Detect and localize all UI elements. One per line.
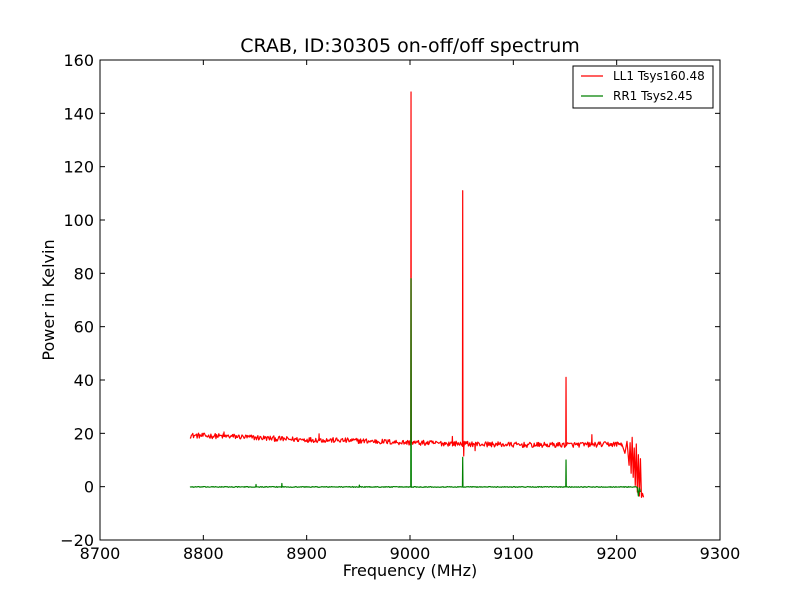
x-tick-label: 9300 [700,544,741,563]
series-layer [189,91,645,498]
ticks-layer: 8700 8800 8900 9000 9100 9200 9300 −20 0 20 40 60 80… [60,51,740,563]
series-line-1 [189,91,645,498]
legend-label: LL1 Tsys160.48 [613,69,705,83]
legend: LL1 Tsys160.48 RR1 Tsys2.45 [572,65,714,109]
y-tick-label: 140 [63,104,94,123]
y-tick-label: 40 [74,371,94,390]
y-tick-label: 20 [74,424,94,443]
x-tick-label: 8800 [183,544,224,563]
y-tick-label: 0 [84,478,94,497]
x-tick-label: 9200 [596,544,637,563]
legend-label: RR1 Tsys2.45 [613,89,693,103]
series-line-2 [189,278,642,497]
y-tick-label: −20 [60,531,94,550]
x-tick-label: 8900 [286,544,327,563]
y-tick-label: 80 [74,264,94,283]
y-tick-label: 60 [74,318,94,337]
x-tick-label: 9000 [390,544,431,563]
x-axis-label: Frequency (MHz) [343,561,477,580]
y-tick-label: 120 [63,158,94,177]
y-tick-label: 100 [63,211,94,230]
x-tick-label: 8700 [80,544,121,563]
y-tick-label: 160 [63,51,94,70]
chart-title: CRAB, ID:30305 on-off/off spectrum [240,35,580,57]
x-tick-label: 9100 [493,544,534,563]
legend-box [572,65,714,109]
y-axis-label: Power in Kelvin [39,239,58,360]
